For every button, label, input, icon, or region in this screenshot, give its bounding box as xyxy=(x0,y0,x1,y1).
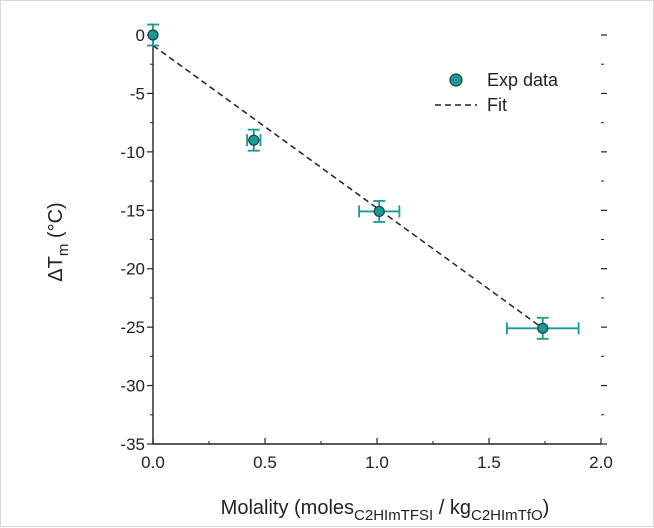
x-tick-label: 2.0 xyxy=(589,453,613,472)
chart-axes xyxy=(152,35,601,445)
data-point xyxy=(537,322,549,334)
exp-data-series xyxy=(147,23,580,340)
data-point xyxy=(147,29,159,41)
x-tick-label: 0.5 xyxy=(253,453,277,472)
data-point-group xyxy=(358,200,401,223)
y-tick-label: -35 xyxy=(120,435,145,454)
x-axis-title: Molality (molesC2HImTFSI / kgC2HImTfO) xyxy=(221,497,550,524)
x-tick-label: 0.0 xyxy=(141,453,165,472)
fit-line xyxy=(152,44,544,329)
data-point-group xyxy=(506,316,580,340)
y-tick-label: -10 xyxy=(120,143,145,162)
data-point xyxy=(248,134,260,146)
fit-series xyxy=(152,44,544,329)
data-point xyxy=(373,205,385,218)
y-tick-label: 0 xyxy=(136,26,145,45)
data-point-group xyxy=(147,23,159,47)
legend-label-fit: Fit xyxy=(487,95,507,115)
chart-ticks: 0.0 0.5 1.0 1.5 2.0 0 -5 -10 -15 -20 -25 -30 -35 xyxy=(120,26,612,472)
data-point-group xyxy=(246,128,262,152)
x-tick-label: 1.0 xyxy=(365,453,389,472)
y-axis-title: ΔTm (°C) xyxy=(45,202,72,281)
y-tick-label: -25 xyxy=(120,318,145,337)
legend-label-exp-data: Exp data xyxy=(487,70,559,90)
y-tick-label: -20 xyxy=(120,260,145,279)
y-tick-label: -30 xyxy=(120,377,145,396)
legend-marker-exp-data xyxy=(449,73,463,87)
legend: Exp data Fit xyxy=(435,70,559,115)
x-tick-label: 1.5 xyxy=(477,453,501,472)
y-tick-label: -15 xyxy=(120,201,145,220)
y-tick-label: -5 xyxy=(130,84,145,103)
